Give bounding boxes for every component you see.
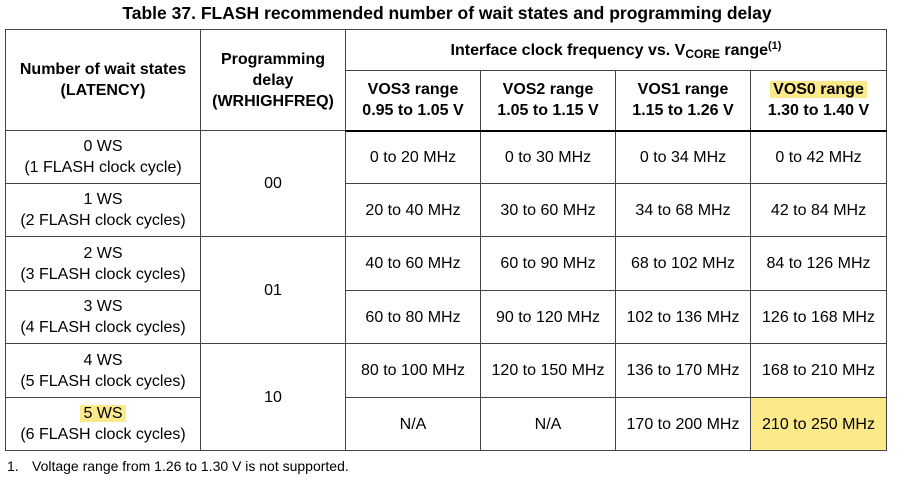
footnote: 1. Voltage range from 1.26 to 1.30 V is n…	[7, 458, 349, 474]
delay-header: Programming delay (WRHIGHFREQ)	[200, 29, 346, 131]
clock-cycles: (4 FLASH clock cycles)	[20, 319, 186, 336]
wait-states: 5 WS	[80, 405, 126, 422]
wait-states: 0 WS	[83, 138, 123, 155]
frequency-cell: 80 to 100 MHz	[345, 343, 481, 398]
frequency-cell: 60 to 90 MHz	[480, 236, 616, 291]
frequency-cell: 68 to 102 MHz	[615, 236, 751, 291]
footnote-ref: (1)	[768, 39, 782, 52]
header-text: (WRHIGHFREQ)	[212, 92, 334, 110]
table-row: 2 WS (3 FLASH clock cycles) 01 40 to 60 MHz…	[5, 236, 887, 344]
range-header: VOS0 range 1.30 to 1.40 V	[750, 70, 887, 132]
clock-cycles: (6 FLASH clock cycles)	[20, 426, 186, 443]
frequency-cell: 210 to 250 MHz	[750, 397, 887, 451]
frequency-cell: 0 to 30 MHz	[480, 130, 616, 184]
header-text: (LATENCY)	[60, 82, 146, 99]
header-text: range	[719, 41, 768, 59]
footnote-number: 1.	[7, 458, 19, 474]
wait-state-cell: 2 WS (3 FLASH clock cycles)	[5, 236, 201, 291]
frequency-cell: 42 to 84 MHz	[750, 183, 887, 237]
delay-cell: 00	[200, 130, 346, 237]
wait-state-cell: 1 WS (2 FLASH clock cycles)	[5, 183, 201, 237]
frequency-cell: N/A	[345, 397, 481, 451]
header-text: Programming	[220, 50, 325, 68]
frequency-cell: 60 to 80 MHz	[345, 290, 481, 344]
frequency-cell: 30 to 60 MHz	[480, 183, 616, 237]
wait-state-cell: 3 WS (4 FLASH clock cycles)	[5, 290, 201, 344]
frequency-cell: 120 to 150 MHz	[480, 343, 616, 398]
latency-header: Number of wait states (LATENCY)	[5, 29, 201, 131]
table-row: 4 WS (5 FLASH clock cycles) 10 80 to 100 MH…	[5, 343, 887, 451]
range-voltage: 1.05 to 1.15 V	[497, 102, 599, 120]
range-name: VOS2 range	[502, 81, 594, 99]
delay-cell: 01	[200, 236, 346, 344]
header-row: VOS3 range 0.95 to 1.05 V VOS2 range 1.05 t…	[6, 70, 887, 132]
header-text: Number of wait states	[19, 61, 187, 78]
wait-state-cell: 4 WS (5 FLASH clock cycles)	[5, 343, 201, 398]
frequency-cell: 170 to 200 MHz	[615, 397, 751, 451]
frequency-cell: 84 to 126 MHz	[750, 236, 887, 291]
range-voltage: 0.95 to 1.05 V	[362, 102, 464, 120]
range-header: VOS3 range 0.95 to 1.05 V	[345, 70, 481, 132]
footnote-text: Voltage range from 1.26 to 1.30 V is not…	[32, 458, 349, 474]
header-text: Interface clock frequency vs. V	[450, 41, 686, 59]
range-voltage: 1.30 to 1.40 V	[767, 102, 870, 120]
wait-state-table: Number of wait states (LATENCY) Programmi…	[5, 29, 887, 451]
range-name: VOS3 range	[367, 81, 459, 99]
frequency-cell: 0 to 20 MHz	[345, 130, 481, 184]
range-name: VOS1 range	[637, 81, 729, 99]
range-header: VOS1 range 1.15 to 1.26 V	[615, 70, 751, 132]
wait-state-cell: 0 WS (1 FLASH clock cycle)	[5, 130, 201, 184]
table-row: 3 WS (4 FLASH clock cycles) 60 to 80 MHz 90…	[5, 290, 887, 344]
table-row: 5 WS (6 FLASH clock cycles) N/A N/A 170 to 2…	[5, 397, 887, 451]
clock-cycles: (1 FLASH clock cycle)	[24, 159, 182, 176]
frequency-cell: 0 to 42 MHz	[750, 130, 887, 184]
table-body: 0 WS (1 FLASH clock cycle) 00 0 to 20 MHz 0 …	[5, 130, 887, 451]
range-name: VOS0 range	[770, 81, 867, 99]
wait-states: 3 WS	[83, 298, 123, 315]
frequency-cell: 168 to 210 MHz	[750, 343, 887, 398]
range-voltage: 1.15 to 1.26 V	[632, 102, 734, 120]
interface-header: Interface clock frequency vs. VCORE rang…	[345, 29, 887, 71]
wait-state-cell: 5 WS (6 FLASH clock cycles)	[5, 397, 201, 451]
range-header: VOS2 range 1.05 to 1.15 V	[480, 70, 616, 132]
wait-states: 2 WS	[83, 244, 123, 262]
table-row: 0 WS (1 FLASH clock cycle) 00 0 to 20 MHz 0 …	[5, 130, 887, 237]
table-title: Table 37. FLASH recommended number of wa…	[122, 3, 772, 23]
frequency-cell: 102 to 136 MHz	[615, 290, 751, 344]
header-text: delay	[252, 71, 294, 89]
frequency-cell: 20 to 40 MHz	[345, 183, 481, 237]
frequency-cell: 34 to 68 MHz	[615, 183, 751, 237]
delay-cell: 10	[200, 343, 346, 451]
subscript: CORE	[685, 46, 720, 61]
header-row: Number of wait states (LATENCY) Programmi…	[5, 29, 887, 131]
frequency-cell: 40 to 60 MHz	[345, 236, 481, 291]
frequency-cell: 0 to 34 MHz	[615, 130, 751, 184]
frequency-cell: N/A	[480, 397, 616, 451]
wait-states: 1 WS	[83, 191, 123, 208]
clock-cycles: (5 FLASH clock cycles)	[20, 372, 186, 390]
clock-cycles: (3 FLASH clock cycles)	[20, 265, 186, 283]
frequency-cell: 90 to 120 MHz	[480, 290, 616, 344]
frequency-cell: 126 to 168 MHz	[750, 290, 887, 344]
clock-cycles: (2 FLASH clock cycles)	[20, 212, 186, 229]
table-row: 1 WS (2 FLASH clock cycles) 20 to 40 MHz 30…	[5, 183, 887, 237]
frequency-cell: 136 to 170 MHz	[615, 343, 751, 398]
wait-states: 4 WS	[83, 351, 123, 369]
